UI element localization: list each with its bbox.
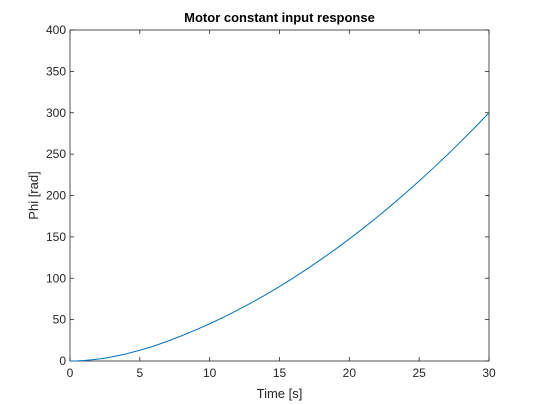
y-tick-label: 200 xyxy=(46,189,66,203)
x-axis: 0 5 10 15 20 25 30 xyxy=(67,30,496,380)
y-tick-label: 400 xyxy=(46,23,66,37)
series-group xyxy=(69,112,490,362)
y-tick-label: 350 xyxy=(46,64,66,78)
series-line-0 xyxy=(69,112,490,362)
y-axis: 0 50 100 150 200 250 300 350 400 xyxy=(46,23,489,368)
y-tick-label: 0 xyxy=(59,354,66,368)
y-tick-label: 50 xyxy=(53,313,67,327)
plot-area xyxy=(69,29,490,362)
y-tick-label: 150 xyxy=(46,230,66,244)
x-tick-label: 20 xyxy=(343,366,357,380)
x-tick-label: 0 xyxy=(67,366,74,380)
x-tick-label: 30 xyxy=(482,366,496,380)
x-tick-label: 25 xyxy=(412,366,426,380)
y-tick-label: 100 xyxy=(46,271,66,285)
y-tick-label: 300 xyxy=(46,106,66,120)
x-tick-label: 15 xyxy=(273,366,287,380)
x-axis-label: Time [s] xyxy=(257,386,303,401)
x-tick-label: 10 xyxy=(203,366,217,380)
y-tick-label: 250 xyxy=(46,147,66,161)
y-axis-label: Phi [rad] xyxy=(26,171,41,219)
chart-title: Motor constant input response xyxy=(184,10,375,25)
x-tick-label: 5 xyxy=(136,366,143,380)
